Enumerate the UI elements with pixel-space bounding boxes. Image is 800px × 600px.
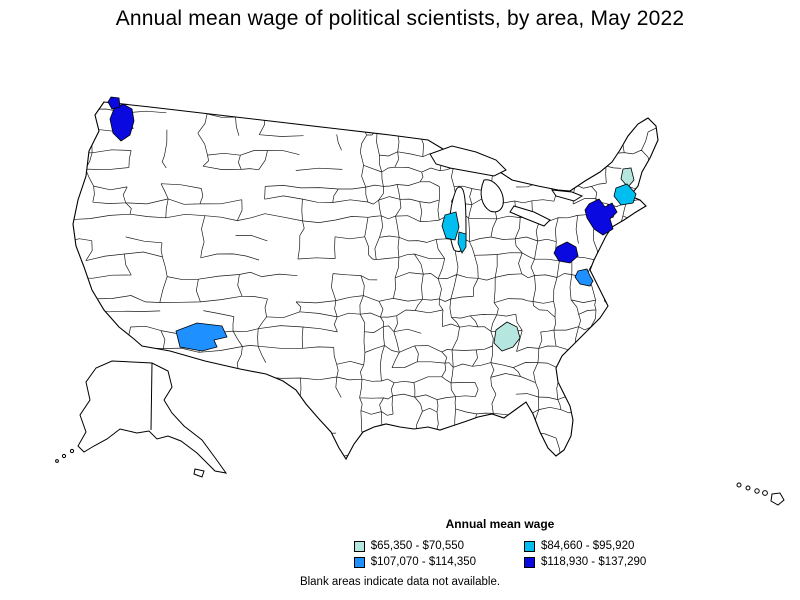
legend-swatch-bin-1 [353, 540, 365, 552]
aleutian-island [55, 459, 59, 463]
aleutian-island [61, 453, 67, 459]
hawaii-island [754, 488, 760, 494]
legend-label-bin-1: $65,350 - $70,550 [370, 540, 465, 552]
map-region-seattle-area-wa [109, 103, 135, 142]
legend-swatch-bin-4 [524, 556, 535, 568]
legend: Annual mean wage $65,350 - $70,550 $84,6… [200, 517, 800, 568]
map-region-chicago-area-il [457, 231, 467, 254]
map-region-madison-area-wi [441, 211, 460, 241]
legend-label-bin-3: $107,070 - $114,350 [370, 556, 476, 568]
lake-superior-shape [429, 145, 507, 177]
map-region-southern-nh [620, 167, 635, 188]
hawaii-island [736, 482, 742, 488]
legend-label-bin-2: $84,660 - $95,920 [541, 540, 635, 552]
lake-ontario-shape [550, 189, 584, 202]
map-title: Annual mean wage of political scientists… [115, 7, 685, 30]
hawaii-islands [736, 482, 785, 506]
legend-swatch-bin-2 [524, 540, 535, 552]
alaska-internal-boundary [150, 362, 153, 431]
map-region-phoenix-area-az [175, 322, 228, 352]
map-region-new-york-metro [584, 198, 618, 236]
map-region-washington-dc-metro [553, 241, 579, 264]
map-region-north-of-seattle-wa [107, 96, 121, 110]
legend-item: $118,930 - $137,290 [524, 556, 646, 568]
legend-title: Annual mean wage [445, 517, 555, 531]
kodiak-island [193, 468, 205, 478]
hawaii-island [762, 490, 768, 496]
lake-erie-shape [509, 205, 551, 227]
legend-item: $65,350 - $70,550 [353, 540, 476, 552]
map-region-coastal-virginia [574, 268, 594, 287]
legend-grid: $65,350 - $70,550 $84,660 - $95,920 $107… [353, 540, 646, 568]
alaska-outline [77, 360, 228, 474]
highlighted-wage-areas [107, 96, 637, 352]
alaska [55, 360, 228, 478]
legend-swatch-bin-3 [353, 556, 365, 568]
us-mainland-outline [72, 101, 659, 461]
hawaii-big-island [770, 492, 785, 506]
legend-item: $107,070 - $114,350 [353, 556, 476, 568]
aleutian-island [69, 448, 75, 454]
lake-huron-shape [480, 179, 504, 213]
hawaii-island [745, 485, 751, 491]
us-mainland-fill [73, 102, 658, 459]
legend-label-bin-4: $118,930 - $137,290 [541, 556, 647, 568]
map-region-atlanta-area-ga [493, 321, 521, 352]
footnote: Blank areas indicate data not available. [299, 576, 501, 588]
map-region-boston-area-ma [613, 183, 637, 206]
legend-item: $84,660 - $95,920 [524, 540, 646, 552]
